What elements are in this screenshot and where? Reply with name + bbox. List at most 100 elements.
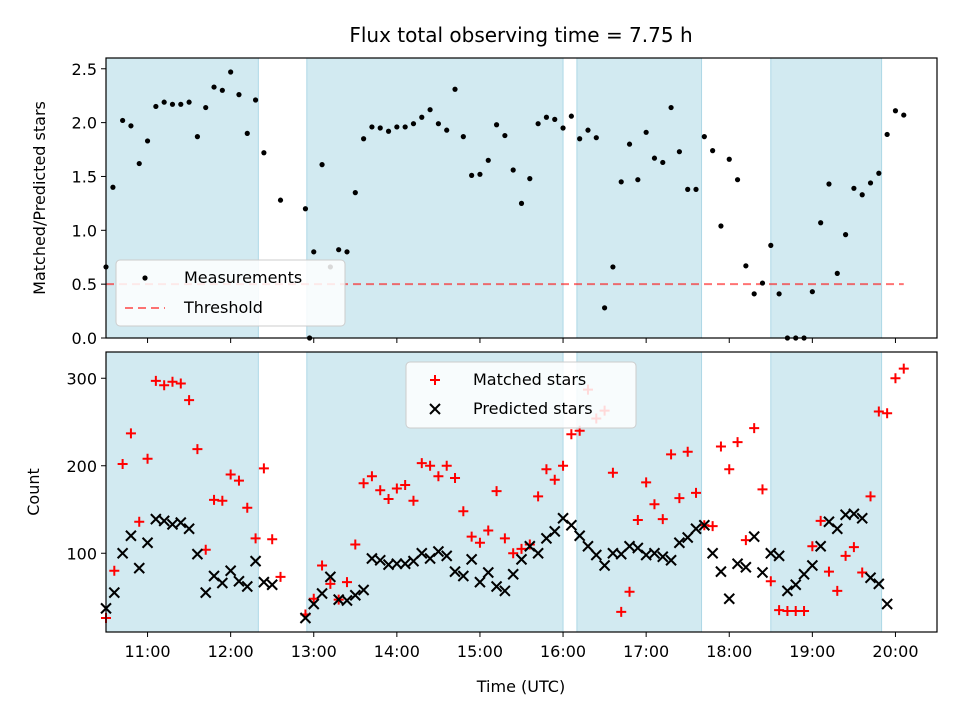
data-point <box>873 578 885 590</box>
data-point <box>319 162 325 168</box>
data-point <box>707 521 718 532</box>
axes-frame <box>105 351 938 633</box>
data-point <box>624 586 635 597</box>
data-point <box>277 197 284 203</box>
series-predicted-stars <box>100 508 893 624</box>
data-point <box>433 471 444 482</box>
x-tick-label: 20:00 <box>872 642 918 661</box>
data-point <box>585 127 591 133</box>
legend-label-predicted: Predicted stars <box>473 399 593 418</box>
data-point <box>477 171 483 177</box>
data-point <box>884 131 890 138</box>
data-point <box>211 84 217 90</box>
legend-label-matched: Matched stars <box>473 370 586 389</box>
data-point <box>740 535 751 546</box>
data-point <box>258 576 270 588</box>
data-point <box>357 584 370 596</box>
data-point <box>482 566 494 579</box>
data-point <box>474 576 486 588</box>
data-point <box>184 395 195 406</box>
data-point <box>161 99 167 105</box>
data-point <box>848 508 860 520</box>
data-point <box>266 579 278 591</box>
data-point <box>349 589 362 601</box>
data-point <box>892 108 899 114</box>
data-point <box>483 525 494 536</box>
data-point <box>693 186 699 192</box>
data-point <box>598 559 611 572</box>
x-tick-label: 14:00 <box>374 642 420 661</box>
data-point <box>857 567 868 578</box>
data-point <box>167 376 178 387</box>
data-point <box>408 495 419 506</box>
data-point <box>876 170 882 176</box>
shaded-interval <box>306 57 564 339</box>
data-point <box>452 86 458 92</box>
data-point <box>125 530 137 542</box>
data-point <box>175 378 186 389</box>
data-point <box>865 491 876 502</box>
data-point <box>192 444 203 455</box>
series-measurements <box>103 69 907 341</box>
data-point <box>225 469 236 480</box>
data-point <box>864 572 877 584</box>
y-tick-label: 0.5 <box>72 275 97 294</box>
data-point <box>848 542 859 553</box>
x-tick-label: 18:00 <box>706 642 752 661</box>
data-point <box>649 499 660 510</box>
data-point <box>532 547 544 559</box>
shaded-interval <box>105 351 259 633</box>
data-point <box>698 519 711 531</box>
data-point <box>175 516 187 529</box>
x-tick-label: 12:00 <box>208 642 254 661</box>
data-point <box>640 549 652 561</box>
data-point <box>552 116 558 122</box>
data-point <box>183 523 195 535</box>
data-point <box>233 575 245 587</box>
data-point <box>377 125 383 131</box>
data-point <box>558 460 569 471</box>
data-point <box>508 548 519 559</box>
data-point <box>394 124 400 130</box>
data-point <box>665 554 677 566</box>
data-point <box>450 473 461 483</box>
data-point <box>128 123 134 129</box>
data-point <box>427 107 433 113</box>
data-point <box>267 534 278 545</box>
shaded-interval <box>770 57 883 339</box>
data-point <box>748 530 760 543</box>
y-tick-label: 1.0 <box>72 221 97 240</box>
data-point <box>623 540 636 552</box>
data-point <box>224 565 237 577</box>
data-point <box>732 437 743 448</box>
data-point <box>815 515 826 526</box>
data-point <box>233 475 244 486</box>
data-point <box>756 566 769 579</box>
data-point <box>682 446 693 457</box>
data-point <box>626 141 633 147</box>
data-point <box>549 474 560 485</box>
data-point <box>186 99 192 105</box>
data-point <box>144 138 151 144</box>
data-point <box>261 150 267 156</box>
data-point <box>535 121 541 127</box>
data-point <box>541 464 552 475</box>
y-tick-label: 200 <box>66 457 97 476</box>
data-point <box>502 132 508 139</box>
data-point <box>765 547 777 559</box>
y-tick-label: 2.0 <box>72 114 97 133</box>
data-point <box>117 459 128 469</box>
y-tick-label: 100 <box>66 544 97 563</box>
data-point <box>153 103 159 110</box>
data-point <box>632 515 643 525</box>
data-point <box>358 478 369 489</box>
data-point <box>776 291 782 297</box>
data-point <box>324 571 337 583</box>
data-point <box>890 373 901 384</box>
data-point <box>701 134 707 140</box>
data-point <box>743 263 749 269</box>
y-axis-label: Count <box>24 468 43 516</box>
legend-marker-matched <box>430 375 440 385</box>
data-point <box>385 128 392 134</box>
data-point <box>510 167 516 173</box>
